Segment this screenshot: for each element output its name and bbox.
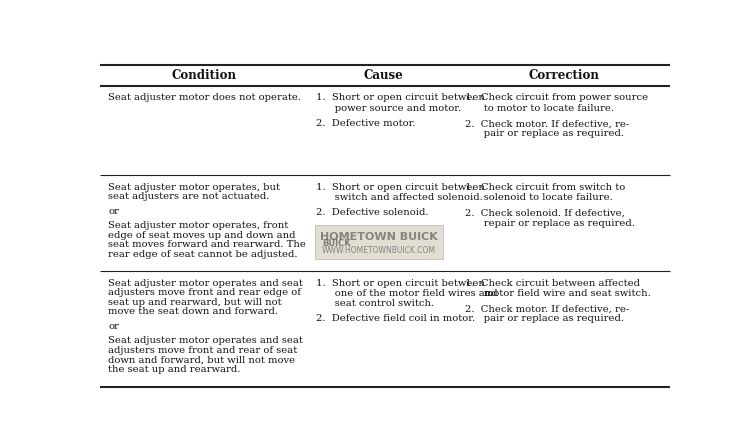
Text: one of the motor field wires and: one of the motor field wires and	[316, 289, 498, 298]
Text: the seat up and rearward.: the seat up and rearward.	[108, 365, 241, 374]
Text: or: or	[108, 322, 119, 331]
Text: seat control switch.: seat control switch.	[316, 299, 434, 308]
Text: or: or	[108, 206, 119, 215]
Text: 1.  Short or open circuit between: 1. Short or open circuit between	[316, 279, 485, 287]
Text: 2.  Check solenoid. If defective,: 2. Check solenoid. If defective,	[465, 208, 625, 217]
Text: WWW.HOMETOWNBUICK.COM: WWW.HOMETOWNBUICK.COM	[322, 246, 436, 255]
Text: motor field wire and seat switch.: motor field wire and seat switch.	[465, 289, 650, 298]
Text: Seat adjuster motor does not operate.: Seat adjuster motor does not operate.	[108, 93, 301, 102]
Text: pair or replace as required.: pair or replace as required.	[465, 129, 623, 138]
Text: seat up and rearward, but will not: seat up and rearward, but will not	[108, 298, 282, 307]
Text: 2.  Defective field coil in motor.: 2. Defective field coil in motor.	[316, 315, 475, 324]
Text: 1.  Short or open circuit between: 1. Short or open circuit between	[316, 93, 485, 102]
Text: Seat adjuster motor operates, but: Seat adjuster motor operates, but	[108, 182, 280, 192]
Text: Seat adjuster motor operates and seat: Seat adjuster motor operates and seat	[108, 336, 303, 345]
Text: repair or replace as required.: repair or replace as required.	[465, 218, 635, 227]
Text: adjusters move front and rear of seat: adjusters move front and rear of seat	[108, 346, 297, 355]
Text: switch and affected solenoid.: switch and affected solenoid.	[316, 193, 483, 202]
FancyBboxPatch shape	[315, 225, 443, 259]
Text: 2.  Defective motor.: 2. Defective motor.	[316, 119, 416, 128]
Text: seat moves forward and rearward. The: seat moves forward and rearward. The	[108, 240, 306, 249]
Text: pair or replace as required.: pair or replace as required.	[465, 315, 623, 324]
Text: 2.  Defective solenoid.: 2. Defective solenoid.	[316, 208, 429, 217]
Text: Correction: Correction	[529, 69, 599, 82]
Text: 1.  Short or open circuit between: 1. Short or open circuit between	[316, 182, 485, 192]
Text: down and forward, but will not move: down and forward, but will not move	[108, 355, 296, 364]
Text: 1.  Check circuit from power source: 1. Check circuit from power source	[465, 93, 648, 102]
Text: adjusters move front and rear edge of: adjusters move front and rear edge of	[108, 288, 301, 297]
Text: Condition: Condition	[172, 69, 237, 82]
Text: 1.  Check circuit between affected: 1. Check circuit between affected	[465, 279, 640, 287]
Text: HOMETOWN BUICK: HOMETOWN BUICK	[320, 232, 438, 242]
Text: Cause: Cause	[363, 69, 403, 82]
Text: to motor to locate failure.: to motor to locate failure.	[465, 104, 614, 113]
Text: solenoid to locate failure.: solenoid to locate failure.	[465, 193, 612, 202]
Text: power source and motor.: power source and motor.	[316, 104, 461, 113]
Text: Seat adjuster motor operates and seat: Seat adjuster motor operates and seat	[108, 279, 303, 287]
Text: seat adjusters are not actuated.: seat adjusters are not actuated.	[108, 192, 270, 201]
Text: 2.  Check motor. If defective, re-: 2. Check motor. If defective, re-	[465, 304, 629, 313]
Text: edge of seat moves up and down and: edge of seat moves up and down and	[108, 231, 296, 239]
Text: rear edge of seat cannot be adjusted.: rear edge of seat cannot be adjusted.	[108, 250, 298, 259]
Text: 1.  Check circuit from switch to: 1. Check circuit from switch to	[465, 182, 625, 192]
Text: 2.  Check motor. If defective, re-: 2. Check motor. If defective, re-	[465, 119, 629, 128]
Text: move the seat down and forward.: move the seat down and forward.	[108, 307, 279, 316]
Text: BUICK: BUICK	[322, 239, 351, 248]
Text: Seat adjuster motor operates, front: Seat adjuster motor operates, front	[108, 221, 288, 230]
